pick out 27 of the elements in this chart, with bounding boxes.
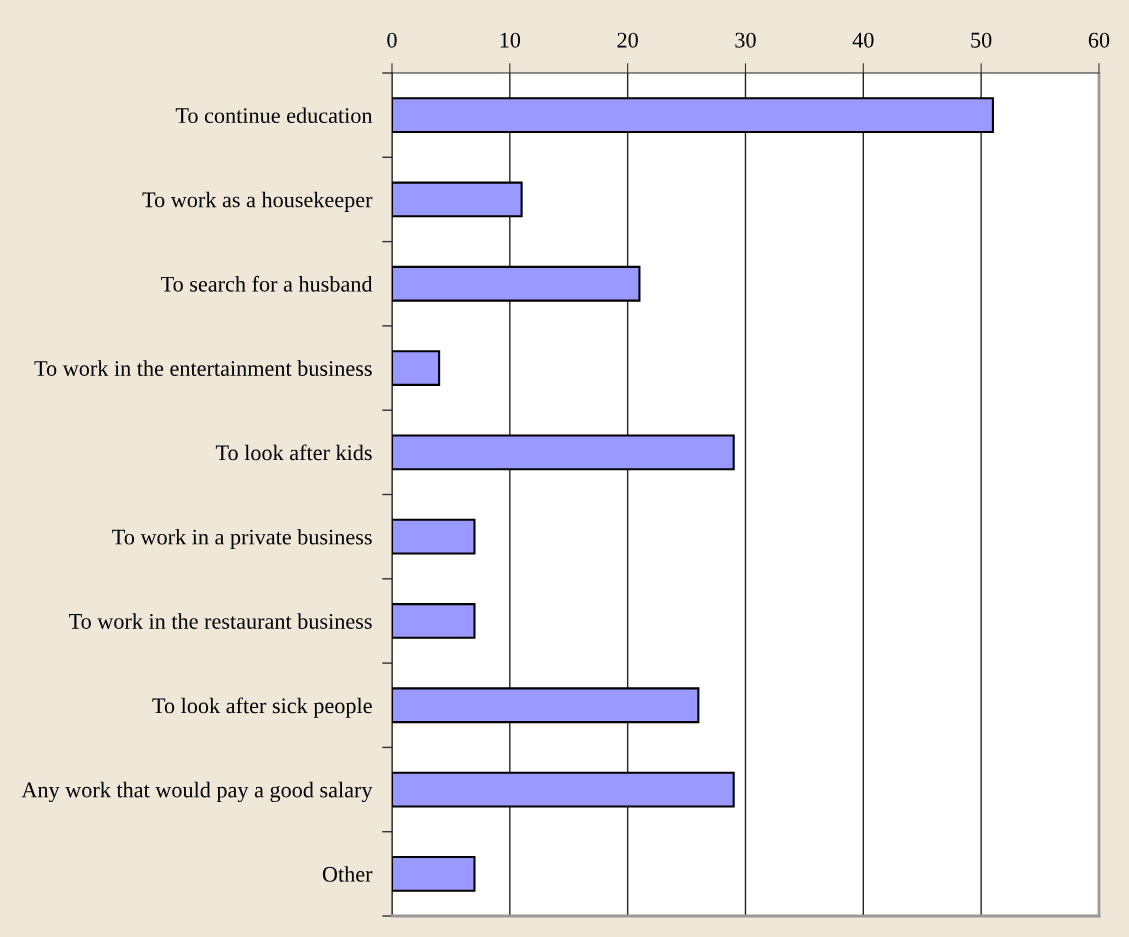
y-tick-label: Other <box>322 866 373 882</box>
bar <box>391 97 994 134</box>
y-tick-label: Any work that would pay a good salary <box>21 781 373 803</box>
y-tick-label: To work in the restaurant business <box>69 613 372 629</box>
bar <box>391 181 523 218</box>
bar <box>391 265 641 302</box>
bar <box>391 518 476 555</box>
bar <box>391 350 441 386</box>
y-tick-label: To look after kids <box>215 444 372 461</box>
bar <box>391 687 700 724</box>
x-tick-label: 30 <box>735 32 756 48</box>
y-tick-label: To work in a private business <box>112 528 372 550</box>
y-tick-label: To continue education <box>175 107 373 124</box>
bar <box>391 434 735 471</box>
x-tick-label: 10 <box>500 32 521 48</box>
y-tick-label: To work as a housekeeper <box>142 191 373 212</box>
y-tick-label: To work in the entertainment business <box>34 360 372 376</box>
y-tick-label: To look after sick people <box>152 697 372 718</box>
x-tick-label: 50 <box>971 32 992 48</box>
bar <box>391 855 476 892</box>
bar <box>391 603 476 639</box>
x-tick-label: 20 <box>617 32 638 48</box>
x-tick-label: 40 <box>852 32 874 48</box>
x-tick-label: 0 <box>387 32 397 48</box>
y-tick-label: To search for a husband <box>161 275 373 292</box>
bar <box>391 771 735 808</box>
x-tick-label: 60 <box>1088 32 1110 48</box>
